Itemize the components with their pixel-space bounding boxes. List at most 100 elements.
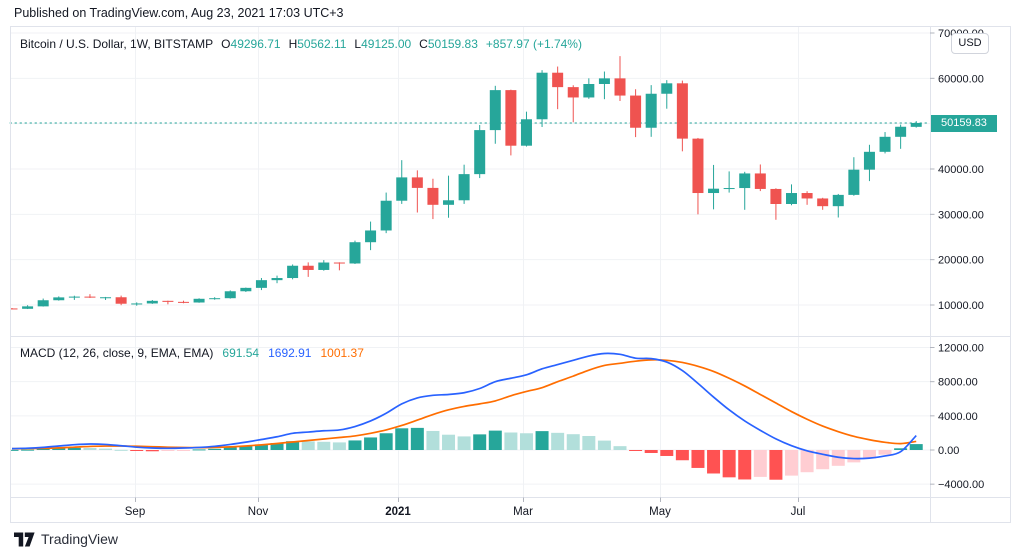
- macd-histogram-bar: [239, 446, 253, 450]
- time-tick-label: Jul: [791, 506, 806, 518]
- macd-legend: MACD (12, 26, close, 9, EMA, EMA) 691.54 1…: [20, 346, 364, 360]
- time-tick-label: 2021: [385, 506, 411, 518]
- macd-histogram: [10, 427, 923, 480]
- time-tick-label: May: [649, 506, 671, 518]
- candle-body: [396, 177, 408, 201]
- candle-body: [318, 262, 330, 270]
- candle-body: [661, 83, 673, 94]
- candle-body: [411, 177, 423, 188]
- candle-body: [645, 93, 657, 128]
- macd-histogram-bar: [613, 446, 627, 450]
- macd-histogram-bar: [145, 450, 159, 452]
- macd-histogram-bar: [862, 450, 876, 459]
- price-tick-label: 20000.00: [938, 255, 984, 267]
- macd-histogram-bar: [426, 430, 440, 450]
- macd-histogram-bar: [67, 447, 81, 450]
- candle-body: [177, 301, 189, 303]
- macd-histogram-bar: [722, 450, 736, 478]
- candle-body: [458, 174, 470, 201]
- macd-histogram-bar: [161, 450, 175, 451]
- macd-line: [11, 352, 917, 460]
- macd-histogram-bar: [52, 448, 66, 450]
- candle-body: [255, 280, 267, 288]
- macd-histogram-bar: [847, 450, 861, 463]
- symbol-title: Bitcoin / U.S. Dollar, 1W, BITSTAMP: [20, 37, 214, 51]
- macd-histogram-bar: [410, 427, 424, 450]
- candle-body: [349, 242, 361, 264]
- candle-body: [552, 72, 564, 88]
- macd-histogram-bar: [582, 435, 596, 450]
- published-text: Published on TradingView.com, Aug 23, 20…: [14, 6, 344, 20]
- last-price-badge: 50159.83: [931, 115, 997, 132]
- macd-histogram-bar: [442, 434, 456, 450]
- candle-body: [520, 119, 532, 146]
- candle-body: [224, 291, 236, 299]
- macd-histogram-value: 691.54: [222, 346, 260, 360]
- macd-signal-line: [11, 358, 917, 450]
- candle-body: [505, 90, 517, 146]
- macd-histogram-bar: [629, 450, 643, 451]
- macd-histogram-bar: [691, 450, 705, 468]
- macd-histogram-bar: [317, 441, 331, 450]
- candle-body: [895, 126, 907, 137]
- candle-body: [240, 287, 252, 292]
- macd-histogram-bar: [675, 450, 689, 461]
- candle-body: [583, 84, 595, 98]
- macd-histogram-bar: [473, 434, 487, 450]
- candle-body: [209, 298, 221, 300]
- candle-body: [801, 193, 813, 199]
- time-axis[interactable]: [10, 498, 930, 522]
- macd-histogram-bar: [270, 443, 284, 450]
- open-value: 49296.71: [230, 37, 281, 51]
- candle-body: [162, 300, 174, 302]
- macd-histogram-bar: [99, 448, 113, 450]
- candle-body: [22, 306, 34, 309]
- candle-body: [100, 297, 112, 299]
- candle-body: [630, 95, 642, 128]
- open-key: O: [221, 37, 231, 51]
- candle-body: [754, 173, 766, 189]
- candle-body: [146, 300, 158, 304]
- macd-histogram-bar: [644, 450, 658, 453]
- low-key: L: [354, 37, 362, 51]
- price-axis[interactable]: [931, 27, 1011, 497]
- candle-body: [443, 200, 455, 205]
- candle-body: [287, 265, 299, 279]
- published-bar: Published on TradingView.com, Aug 23, 20…: [14, 6, 344, 20]
- low-value: 49125.00: [361, 37, 412, 51]
- tradingview-icon: [14, 532, 35, 546]
- grid: [10, 27, 930, 497]
- candle-body: [193, 298, 205, 303]
- macd-histogram-bar: [254, 444, 268, 450]
- candle-body: [739, 173, 751, 189]
- macd-line-value: 1692.91: [268, 346, 312, 360]
- candlestick-series: [10, 56, 922, 310]
- candle-body: [380, 200, 392, 231]
- candle-body: [817, 198, 829, 207]
- time-tick-label: Mar: [513, 506, 533, 518]
- macd-histogram-bar: [364, 437, 378, 450]
- macd-histogram-bar: [785, 450, 798, 476]
- macd-histogram-bar: [753, 450, 767, 477]
- candle-body: [567, 87, 579, 98]
- candle-body: [271, 278, 283, 281]
- macd-histogram-bar: [379, 433, 393, 450]
- candle-body: [692, 138, 704, 194]
- candle-body: [474, 130, 486, 175]
- macd-histogram-bar: [504, 432, 518, 450]
- macd-histogram-bar: [332, 442, 346, 450]
- macd-tick-label: −4000.00: [938, 479, 984, 491]
- macd-histogram-bar: [551, 432, 565, 450]
- macd-histogram-bar: [36, 448, 50, 450]
- macd-histogram-bar: [894, 448, 908, 450]
- macd-title: MACD (12, 26, close, 9, EMA, EMA): [20, 346, 214, 360]
- tradingview-logo-link[interactable]: TradingView: [14, 531, 118, 547]
- currency-unit-button[interactable]: USD: [951, 33, 989, 54]
- macd-histogram-bar: [395, 428, 409, 450]
- macd-histogram-bar: [176, 450, 190, 451]
- macd-histogram-bar: [488, 430, 502, 450]
- candle-body: [68, 296, 80, 298]
- candle-body: [365, 230, 377, 243]
- macd-histogram-bar: [800, 450, 814, 473]
